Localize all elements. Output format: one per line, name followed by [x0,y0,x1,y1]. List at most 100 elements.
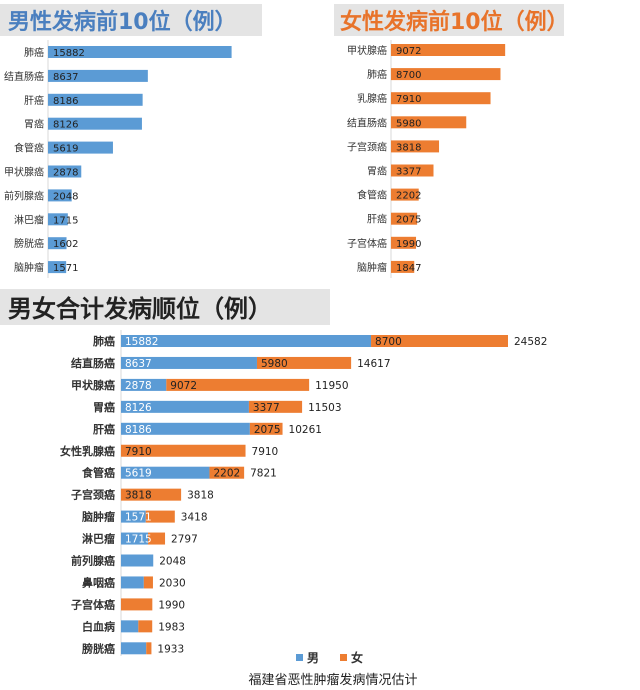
figure-caption: 福建省恶性肿瘤发病情况估计 [248,672,417,688]
category-label: 乳腺癌 [357,92,387,105]
bar [391,260,415,273]
category-label: 肝癌 [24,94,44,107]
category-label: 膀胱癌 [14,237,44,250]
data-label: 9072 [396,46,421,57]
data-label-male: 1715 [125,534,152,546]
bar-female [256,356,352,369]
category-label: 淋巴瘤 [82,532,115,546]
bar-female [121,444,246,457]
female-chart-title: 女性发病前10位（例） [340,9,569,35]
category-label: 子宫颈癌 [71,488,115,502]
data-label: 5619 [53,144,78,155]
category-label: 脑肿瘤 [82,510,115,524]
data-label-male: 1571 [125,512,152,524]
bar [48,141,113,154]
bar [48,69,148,82]
data-label-female: 2075 [254,424,281,436]
bar [48,261,67,274]
category-label: 前列腺癌 [4,189,44,202]
total-label: 7910 [252,446,279,458]
bar-female [121,488,182,501]
bar-female [248,400,303,413]
data-label-female: 7910 [125,446,152,458]
data-label: 5980 [396,118,421,129]
total-label: 2797 [171,534,198,546]
total-label: 1983 [158,621,185,633]
bar [391,92,491,105]
category-label: 结直肠癌 [70,356,115,370]
bar [48,165,82,178]
data-label: 1847 [396,263,421,274]
bar-male [121,356,257,369]
total-title-banner [0,289,330,325]
bar [391,140,440,153]
data-label-male: 15882 [125,336,158,348]
total-chart-title: 男女合计发病顺位（例） [8,295,272,323]
category-label: 肺癌 [367,68,387,81]
female-title-banner [334,4,564,36]
category-label: 女性乳腺癌 [60,444,115,458]
data-label: 8126 [53,120,78,131]
category-label: 肺癌 [24,46,44,59]
bar-male [121,335,372,347]
category-label: 白血病 [82,619,115,633]
category-label: 结直肠癌 [4,70,44,83]
bar [391,68,501,81]
data-label: 1990 [396,239,421,250]
data-label: 8637 [53,72,78,83]
data-label: 8700 [396,70,421,81]
category-label: 胃癌 [93,400,115,414]
bar-female [121,598,153,611]
data-label: 3377 [396,167,421,178]
data-label: 2202 [396,191,421,202]
data-label: 3818 [396,142,421,153]
bar [48,93,143,106]
total-label: 10261 [289,424,322,436]
category-label: 肝癌 [93,422,115,436]
bar-male [121,532,148,545]
category-label: 淋巴瘤 [14,213,44,226]
data-label: 2878 [53,168,78,179]
bar [48,213,68,226]
data-label: 1571 [53,263,78,274]
category-label: 脑肿瘤 [14,261,44,274]
data-label: 7910 [396,94,421,105]
bar-female [138,620,153,633]
bar-female [143,576,153,589]
total-label: 2030 [159,577,186,589]
data-label: 1715 [53,215,78,226]
category-label: 子宫体癌 [347,237,387,250]
data-label-male: 8126 [125,402,152,414]
data-label: 8186 [53,96,78,107]
female-bar-chart: 甲状腺癌 9072 肺癌 8700 乳腺癌 7910 结直肠癌 5980 子宫颈癌 3818 胃癌 3… [347,44,506,274]
bar [391,44,506,56]
bar-male [121,400,249,413]
male-bar-chart: 肺癌 15882 结直肠癌 8637 肝癌 8186 胃癌 8126 食管癌 5619 甲状腺癌 28… [4,46,232,274]
male-title-banner [0,4,262,36]
data-label-female: 3377 [253,402,280,414]
category-label: 食管癌 [82,466,115,480]
category-label: 食管癌 [14,142,44,155]
category-label: 胃癌 [24,118,44,131]
data-label: 15882 [53,48,85,59]
data-label-male: 2878 [125,380,152,392]
bar-male [121,510,146,523]
bar-female [145,510,175,523]
category-label: 结直肠癌 [347,116,387,129]
bar-male [121,554,154,567]
bar-female [166,378,310,391]
data-label-male: 5619 [125,468,152,480]
category-label: 甲状腺癌 [4,166,44,179]
total-label: 7821 [250,468,277,480]
total-stacked-bar-chart: 肺癌 15882 8700 24582 结直肠癌 8637 5980 14617 甲状腺癌 287… [60,334,547,655]
bar-male [121,620,139,633]
category-label: 甲状腺癌 [347,44,387,57]
bar [391,236,417,249]
category-label: 膀胱癌 [81,641,115,655]
category-label: 前列腺癌 [71,554,115,568]
bar [48,189,72,202]
total-label: 11950 [315,380,348,392]
bar [48,46,232,58]
bar [391,212,418,225]
total-label: 1933 [157,643,184,655]
